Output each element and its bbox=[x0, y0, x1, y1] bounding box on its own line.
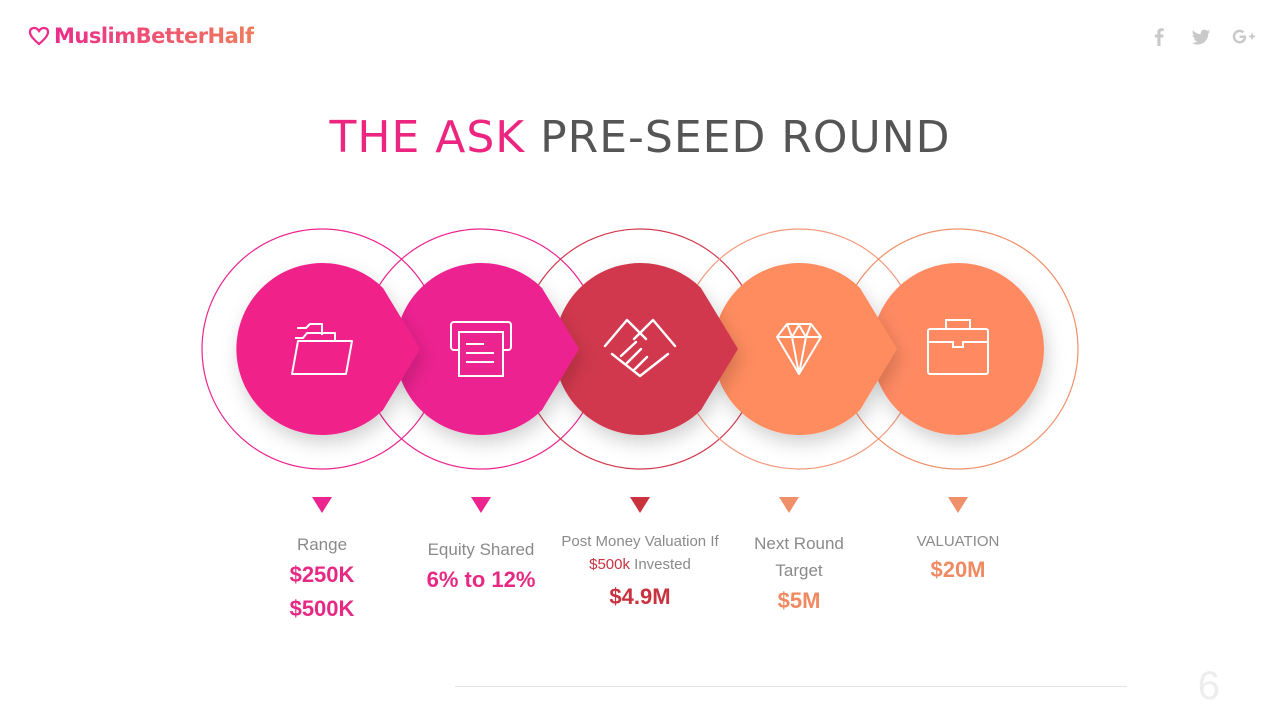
twitter-icon[interactable] bbox=[1190, 26, 1212, 48]
step-value: $4.9M bbox=[609, 584, 671, 609]
step-label: VALUATION bbox=[916, 533, 1000, 550]
step-4-marker bbox=[779, 497, 799, 513]
briefcase-icon bbox=[927, 319, 989, 375]
step-equity: Equity Shared 6% to 12% bbox=[391, 536, 571, 597]
footer-divider bbox=[455, 686, 1127, 687]
step-1-shape bbox=[236, 262, 420, 435]
brand-logo: MuslimBetterHalf bbox=[28, 24, 254, 48]
label-highlight: $500k bbox=[589, 556, 630, 573]
step-next-round: Next Round Target $5M bbox=[739, 530, 859, 618]
step-2-marker bbox=[471, 497, 491, 513]
slide-title: THE ASK PRE-SEED ROUND bbox=[0, 112, 1280, 163]
step-5-marker bbox=[948, 497, 968, 513]
step-4-shape bbox=[713, 262, 897, 435]
step-label: Equity Shared bbox=[427, 540, 535, 559]
title-accent: THE ASK bbox=[329, 112, 526, 163]
social-links bbox=[1148, 26, 1256, 48]
handshake-icon bbox=[603, 318, 677, 378]
step-valuation: VALUATION $20M bbox=[868, 530, 1048, 587]
step-value: $500K bbox=[289, 596, 355, 621]
facebook-icon[interactable] bbox=[1148, 26, 1170, 48]
printer-icon bbox=[450, 321, 512, 377]
google-plus-icon[interactable] bbox=[1232, 26, 1256, 48]
step-3-marker bbox=[630, 497, 650, 513]
step-1-marker bbox=[312, 497, 332, 513]
step-range: Range $250K $500K bbox=[232, 531, 412, 626]
step-value: $5M bbox=[777, 588, 821, 613]
step-label: Next Round Target bbox=[754, 534, 844, 580]
step-post-money: Post Money Valuation If $500k Invested $… bbox=[550, 530, 730, 614]
title-rest: PRE-SEED ROUND bbox=[540, 112, 951, 163]
step-3-shape bbox=[554, 262, 738, 435]
step-value: $250K bbox=[289, 562, 355, 587]
diamond-icon bbox=[776, 323, 822, 375]
step-value: 6% to 12% bbox=[426, 567, 536, 592]
folder-icon bbox=[291, 323, 353, 375]
page-number: 6 bbox=[1197, 664, 1220, 708]
heart-icon bbox=[28, 26, 50, 46]
brand-name: MuslimBetterHalf bbox=[54, 24, 254, 48]
step-label: Post Money Valuation If $500k Invested bbox=[561, 533, 719, 573]
step-5-circle bbox=[872, 263, 1044, 435]
step-label: Range bbox=[296, 535, 348, 554]
step-value: $20M bbox=[930, 557, 986, 582]
